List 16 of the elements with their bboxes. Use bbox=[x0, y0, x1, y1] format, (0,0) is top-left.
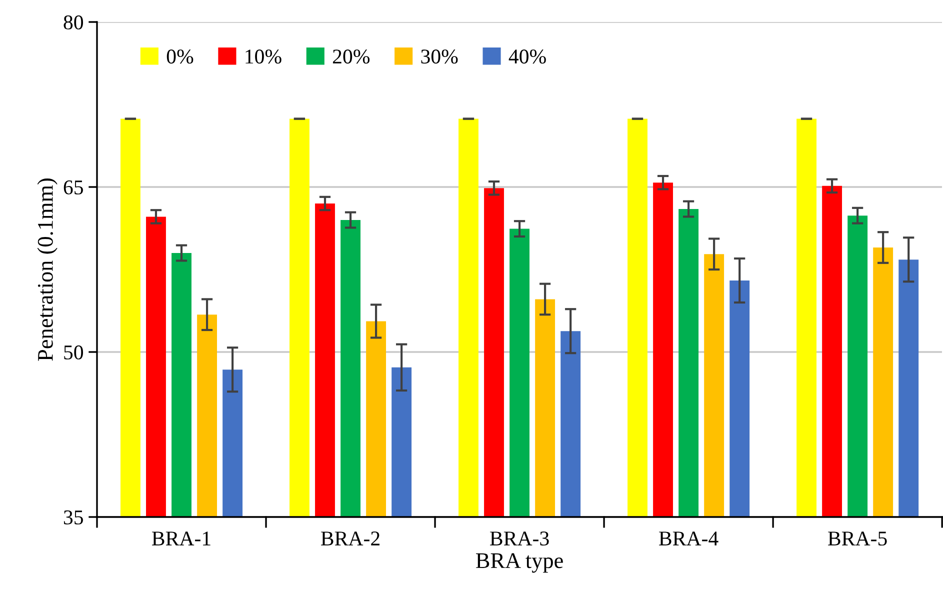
y-tick-label: 35 bbox=[64, 510, 83, 524]
legend-label: 10% bbox=[246, 50, 282, 64]
x-tick-label: BRA-5 bbox=[828, 532, 887, 546]
y-tick-label: 80 bbox=[64, 15, 84, 30]
x-tick-label: BRA-4 bbox=[659, 532, 718, 546]
y-axis-title: Penetration (0.1mm) bbox=[37, 178, 58, 361]
y-tick-label: 50 bbox=[64, 345, 84, 360]
legend-label: 30% bbox=[421, 50, 458, 64]
x-axis-title: BRA type bbox=[476, 553, 563, 573]
legend-label: 0% bbox=[166, 50, 194, 64]
x-tick-label: BRA-3 bbox=[490, 532, 549, 546]
legend-label: 40% bbox=[508, 50, 546, 64]
y-tick-label: 65 bbox=[64, 180, 83, 194]
x-tick-label: BRA-1 bbox=[152, 532, 210, 546]
legend-label: 20% bbox=[332, 50, 370, 64]
x-tick-label: BRA-2 bbox=[321, 532, 380, 546]
